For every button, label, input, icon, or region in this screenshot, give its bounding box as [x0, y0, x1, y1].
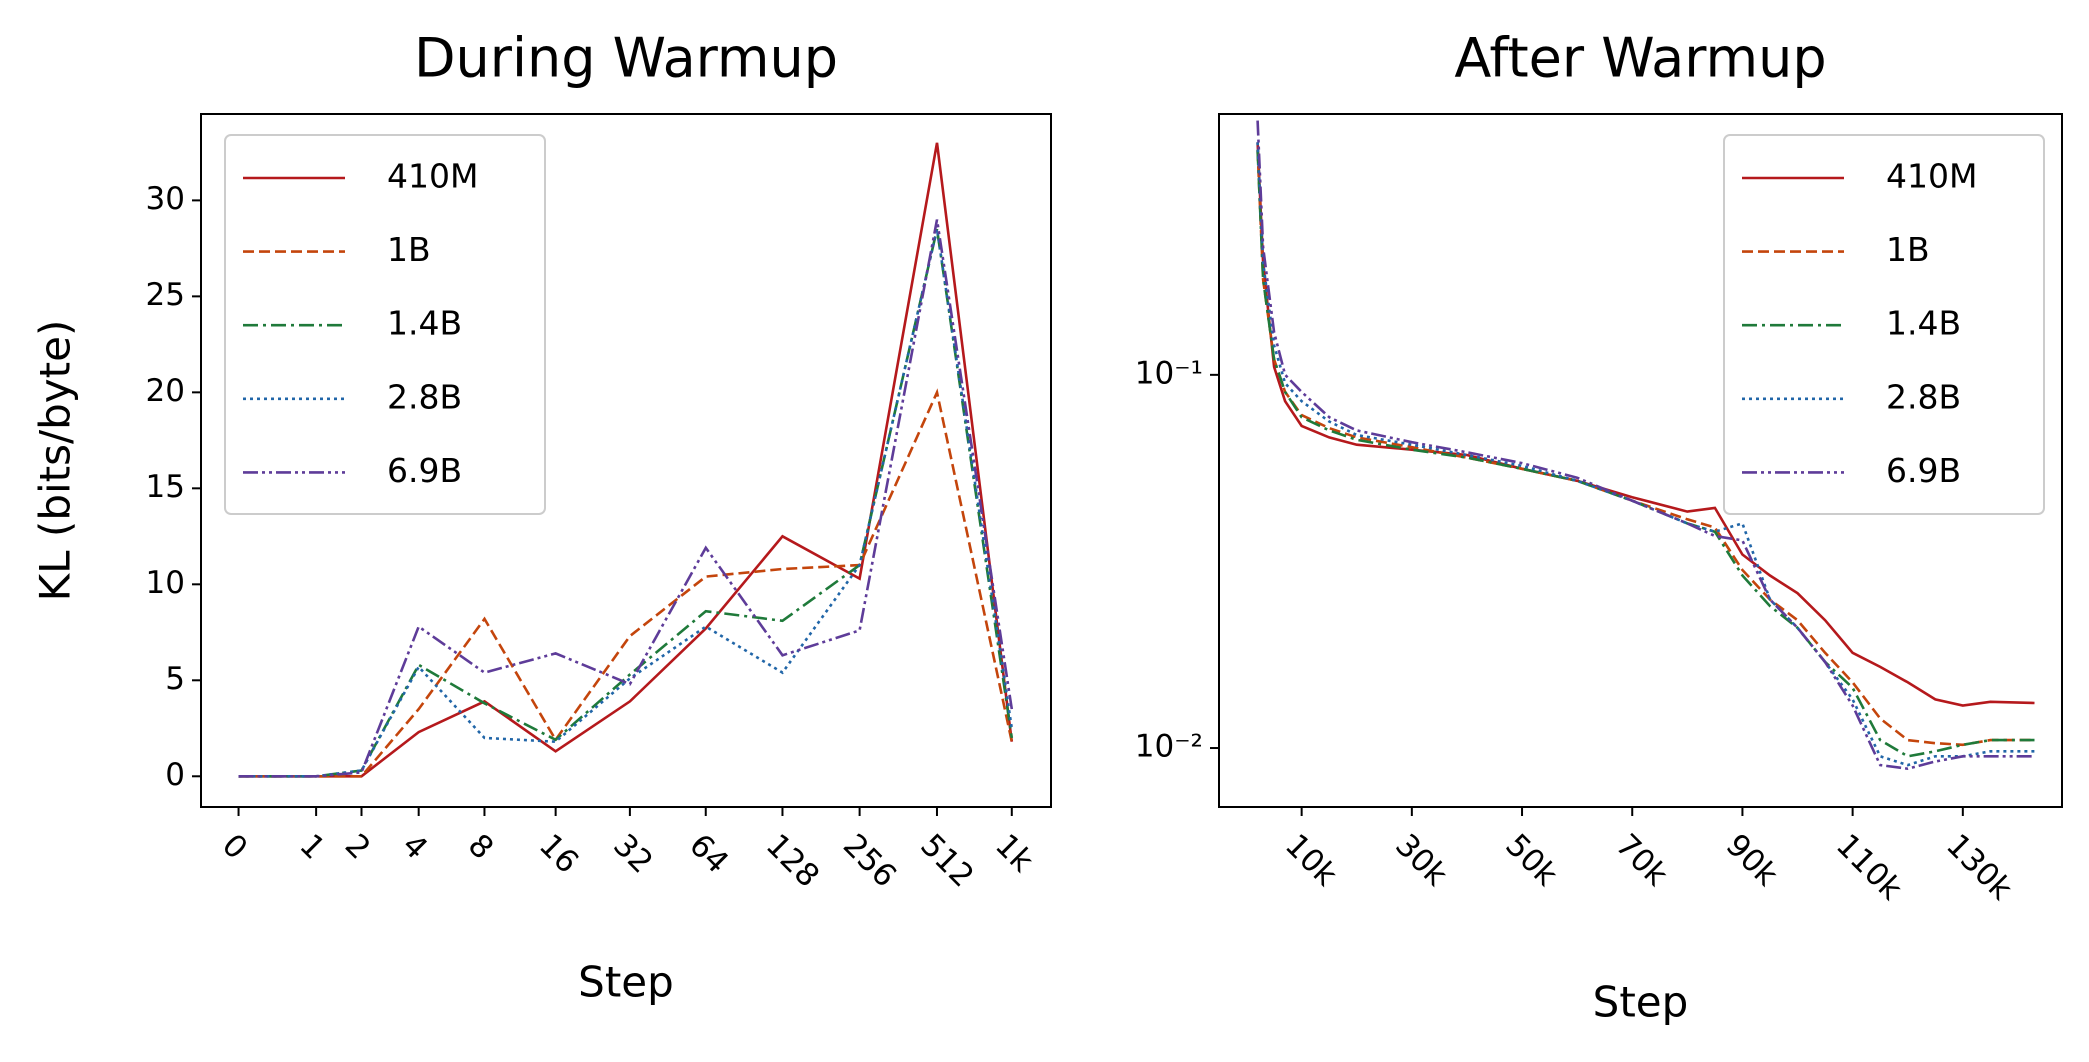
chart-title: After Warmup — [1454, 27, 1826, 90]
series-line — [1256, 150, 2035, 758]
legend-box — [1723, 134, 2045, 515]
series-line — [1256, 142, 2035, 707]
y-tick-label: 10⁻² — [1135, 729, 1203, 765]
y-tick-label: 10⁻¹ — [1135, 355, 1203, 391]
series-line — [1256, 120, 2035, 771]
series-line — [238, 388, 1014, 778]
plot-frame — [200, 113, 1052, 808]
x-tick-label: 64 — [682, 827, 735, 880]
x-axis-label: Step — [578, 958, 674, 1007]
legend-label: 1B — [387, 230, 431, 269]
y-tick-label: 15 — [146, 469, 185, 505]
x-tick-label: 70k — [1609, 827, 1675, 893]
x-axis-label: Step — [1593, 978, 1689, 1027]
x-tick-label: 10k — [1278, 827, 1344, 893]
x-tick-label: 30k — [1388, 827, 1454, 893]
series-line — [1256, 142, 2035, 767]
y-tick-label: 0 — [165, 757, 185, 793]
legend-label: 1.4B — [387, 304, 462, 343]
legend-box — [224, 134, 546, 515]
x-tick-label: 130k — [1939, 827, 2019, 907]
y-tick-label: 5 — [165, 661, 185, 697]
x-tick-label: 50k — [1498, 827, 1564, 893]
legend-label: 410M — [1886, 157, 1977, 196]
y-tick-label: 10 — [146, 565, 185, 601]
x-tick-label: 128 — [759, 827, 826, 894]
legend-label: 2.8B — [387, 377, 462, 416]
legend-label: 6.9B — [387, 451, 462, 490]
y-tick-label: 20 — [146, 373, 185, 409]
legend-label: 1.4B — [1886, 304, 1961, 343]
x-tick-label: 0 — [215, 827, 254, 866]
x-tick-label: 512 — [913, 827, 980, 894]
legend-label: 2.8B — [1886, 377, 1961, 416]
x-tick-label: 110k — [1829, 827, 1909, 907]
y-tick-label: 25 — [146, 277, 185, 313]
x-tick-label: 1 — [292, 827, 331, 866]
y-tick-label: 30 — [146, 181, 185, 217]
plot-frame — [1218, 113, 2063, 808]
x-tick-label: 4 — [395, 827, 434, 866]
chart-title: During Warmup — [414, 27, 838, 90]
x-tick-label: 1k — [988, 827, 1040, 879]
legend-label: 410M — [387, 157, 478, 196]
y-axis-label: KL (bits/byte) — [31, 320, 80, 602]
series-line — [238, 228, 1014, 778]
x-tick-label: 90k — [1719, 827, 1785, 893]
series-line — [238, 219, 1014, 778]
legend-label: 1B — [1886, 230, 1930, 269]
x-tick-label: 256 — [836, 827, 903, 894]
x-tick-label: 2 — [338, 827, 377, 866]
x-tick-label: 16 — [532, 827, 585, 880]
x-tick-label: 8 — [461, 827, 500, 866]
legend-label: 6.9B — [1886, 451, 1961, 490]
x-tick-label: 32 — [606, 827, 659, 880]
